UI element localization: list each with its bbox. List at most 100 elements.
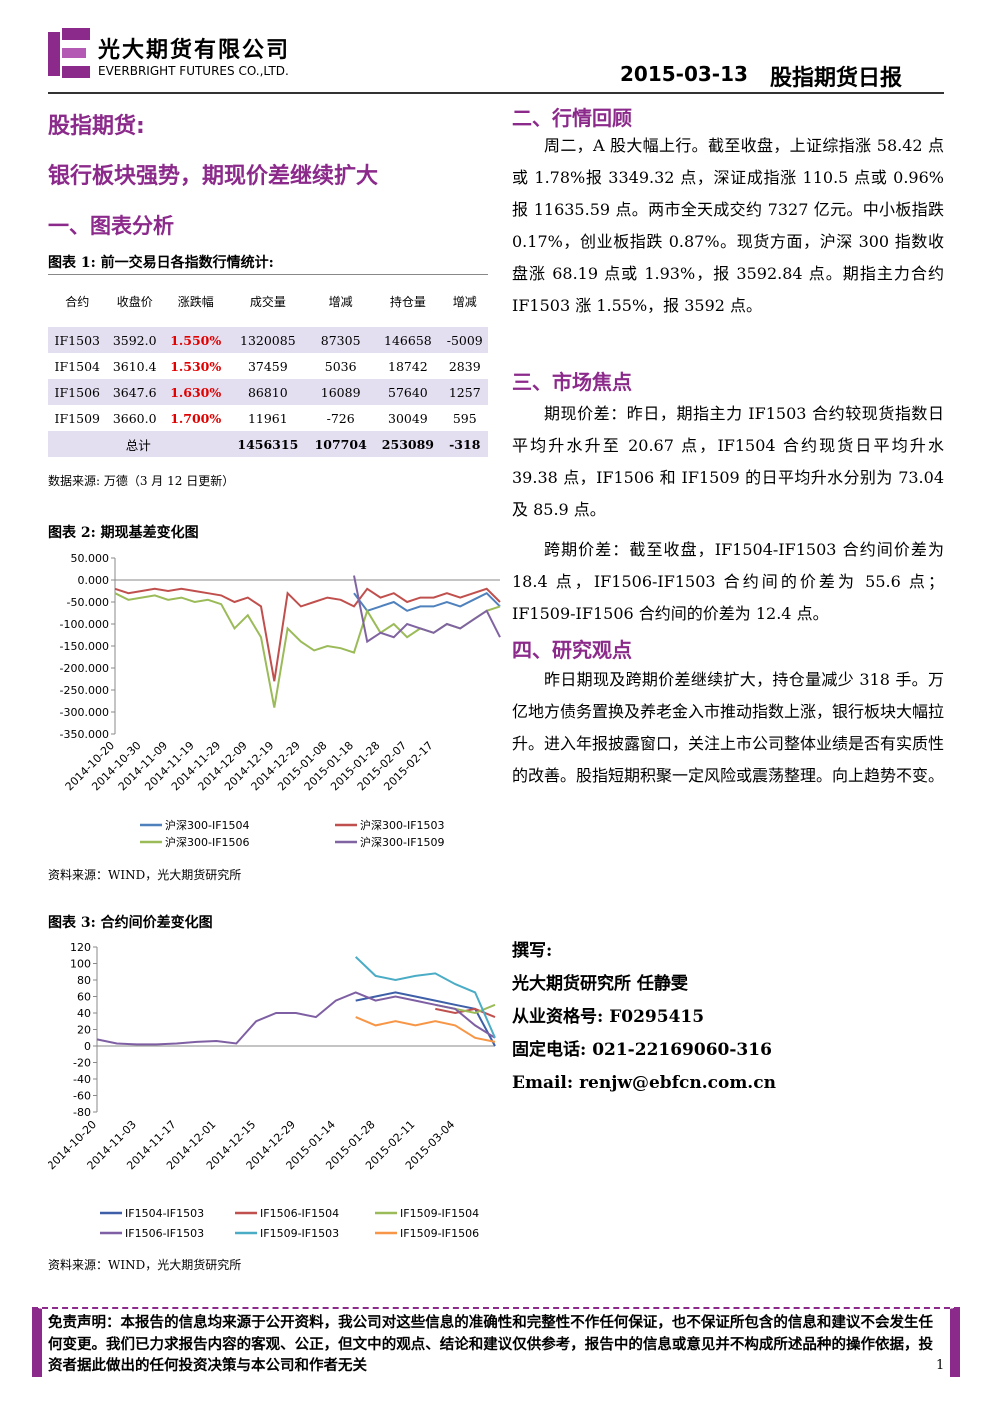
table-source: 数据来源: 万德（3 月 12 日更新） [48, 474, 235, 488]
paragraph: 跨期价差：截至收盘，IF1504-IF1503 合约间价差为 18.4 点，IF… [512, 540, 944, 623]
author-label: 撰写: [512, 941, 553, 961]
y-tick-label: -40 [73, 1073, 91, 1086]
header-row: 合约 收盘价 涨跌幅 成交量 增减 持仓量 增减 [48, 275, 488, 327]
table-cell: 57640 [374, 379, 442, 405]
y-tick-label: 100 [70, 958, 91, 971]
section-heading: 一、图表分析 [48, 214, 174, 238]
y-tick-label: -350.000 [60, 728, 109, 741]
table-cell: IF1504 [54, 358, 100, 374]
table-cell: 1257 [441, 379, 488, 405]
y-tick-label: -80 [73, 1106, 91, 1119]
table-cell: IF1509 [54, 410, 100, 426]
author-license: 从业资格号: F0295415 [512, 1007, 705, 1027]
header-rule [48, 92, 944, 94]
table-cell: 3592.0 [106, 327, 163, 353]
table-row: IF1504 3610.4 1.530% 37459 5036 18742 2839 [48, 353, 488, 379]
total-cell: 253089 [374, 431, 442, 457]
paragraph: 昨日期现及跨期价差继续扩大，持仓量减少 318 手。万亿地方债务置换及养老金入市… [512, 670, 945, 785]
y-tick-label: -20 [73, 1057, 91, 1070]
legend-label: IF1509-IF1503 [260, 1227, 339, 1240]
table-cell: 18742 [388, 358, 428, 374]
report-date: 2015-03-13 [620, 62, 748, 86]
legend-label: 沪深300-IF1504 [165, 818, 250, 832]
chart-source: 资料来源：WIND，光大期货研究所 [48, 1258, 242, 1272]
y-tick-label: 120 [70, 941, 91, 954]
table-cell: 1.530% [170, 358, 222, 374]
y-tick-label: 60 [77, 991, 91, 1004]
page-number: 1 [936, 1358, 945, 1373]
series-line [114, 587, 501, 682]
table-cell: 5036 [324, 358, 357, 374]
series-line [355, 956, 496, 1039]
footer-box [32, 1307, 960, 1377]
table-cell: 1.700% [170, 410, 222, 426]
table-cell: 11961 [247, 410, 288, 426]
table-cell: 3660.0 [112, 410, 157, 426]
table-cell: 16089 [307, 379, 375, 405]
total-cell: 1456315 [228, 431, 308, 457]
legend-label: 沪深300-IF1506 [165, 835, 250, 849]
table-cell: 86810 [228, 379, 308, 405]
header-cell: 涨跌幅 [177, 294, 214, 309]
table-cell: -5009 [441, 327, 488, 353]
section-heading: 二、行情回顾 [512, 106, 632, 130]
author-name: 光大期货研究所 任静雯 [512, 974, 688, 994]
total-row: 总计 1456315 107704 253089 -318 [48, 431, 488, 457]
total-cell: -318 [441, 431, 488, 457]
chart: 50.000 0.000 -50.000 -100.000 -150.000 -200.0… [60, 552, 501, 849]
header-cell: 收盘价 [116, 294, 153, 309]
legend-label: IF1506-IF1504 [260, 1207, 339, 1220]
series-line [114, 592, 501, 708]
table-caption: 图表 1: 前一交易日各指数行情统计: [48, 255, 274, 271]
header-cell: 持仓量 [389, 294, 426, 309]
chart-source: 资料来源：WIND，光大期货研究所 [48, 868, 242, 882]
y-tick-label: -300.000 [60, 706, 109, 719]
table-row: IF1503 3592.0 1.550% 1320085 87305 146658 -500… [48, 327, 488, 353]
header-cell: 增减 [328, 294, 353, 309]
header-cell: 成交量 [249, 294, 286, 309]
logo [48, 28, 90, 78]
series-line [353, 591, 501, 612]
y-tick-label: 20 [77, 1024, 91, 1037]
company-en: EVERBRIGHT FUTURES CO.,LTD. [98, 64, 289, 78]
y-tick-label: -200.000 [60, 662, 109, 675]
chart: 120100806040200-20-40-60-802014-10-20201… [48, 941, 496, 1240]
table-cell: 87305 [307, 327, 375, 353]
table-row: IF1506 3647.6 1.630% 86810 16089 57640 1257 [48, 379, 488, 405]
table-cell: -726 [326, 410, 355, 426]
table-cell: 2839 [448, 358, 481, 374]
y-tick-label: 50.000 [71, 552, 110, 565]
table-cell: 146658 [374, 327, 442, 353]
series-line [96, 991, 496, 1046]
series-line [353, 575, 501, 644]
y-tick-label: -250.000 [60, 684, 109, 697]
quote-table: 合约 收盘价 涨跌幅 成交量 增减 持仓量 增减 IF1503 3592.0 1.550% 1320… [48, 275, 488, 457]
table-cell: 1.550% [162, 327, 229, 353]
y-tick-label: -150.000 [60, 640, 109, 653]
legend-label: IF1509-IF1504 [400, 1207, 479, 1220]
series-line [355, 1016, 496, 1043]
section-heading: 三、市场焦点 [512, 370, 632, 394]
disclaimer: 免责声明：本报告的信息均来源于公开资料，我公司对这些信息的准确性和完整性不作任何… [48, 1314, 933, 1374]
table-cell: 37459 [247, 358, 288, 374]
y-tick-label: 80 [77, 974, 91, 987]
author-block: 撰写: 光大期货研究所 任静雯 从业资格号: F0295415 固定电话: 02… [512, 935, 776, 1100]
y-tick-label: -100.000 [60, 618, 109, 631]
y-tick-label: -50.000 [67, 596, 109, 609]
table-cell: IF1506 [48, 379, 107, 405]
total-label: 总计 [48, 431, 229, 457]
total-cell: 107704 [307, 431, 375, 457]
y-tick-label: -60 [73, 1090, 91, 1103]
series-line [355, 991, 496, 1047]
company-cn: 光大期货有限公司 [98, 37, 291, 63]
table-cell: 1320085 [228, 327, 308, 353]
legend-label: IF1506-IF1503 [125, 1227, 204, 1240]
table-row: IF1509 3660.0 1.700% 11961 -726 30049 595 [48, 405, 488, 431]
table-wrap: 合约 收盘价 涨跌幅 成交量 增减 持仓量 增减 IF1503 3592.0 1.550% 1320… [48, 274, 488, 457]
legend-label: IF1509-IF1506 [400, 1227, 479, 1240]
headline: 银行板块强势，期现价差继续扩大 [48, 164, 379, 189]
y-tick-label: 40 [77, 1007, 91, 1020]
y-tick-label: 0.000 [78, 574, 110, 587]
legend-label: 沪深300-IF1503 [360, 818, 445, 832]
